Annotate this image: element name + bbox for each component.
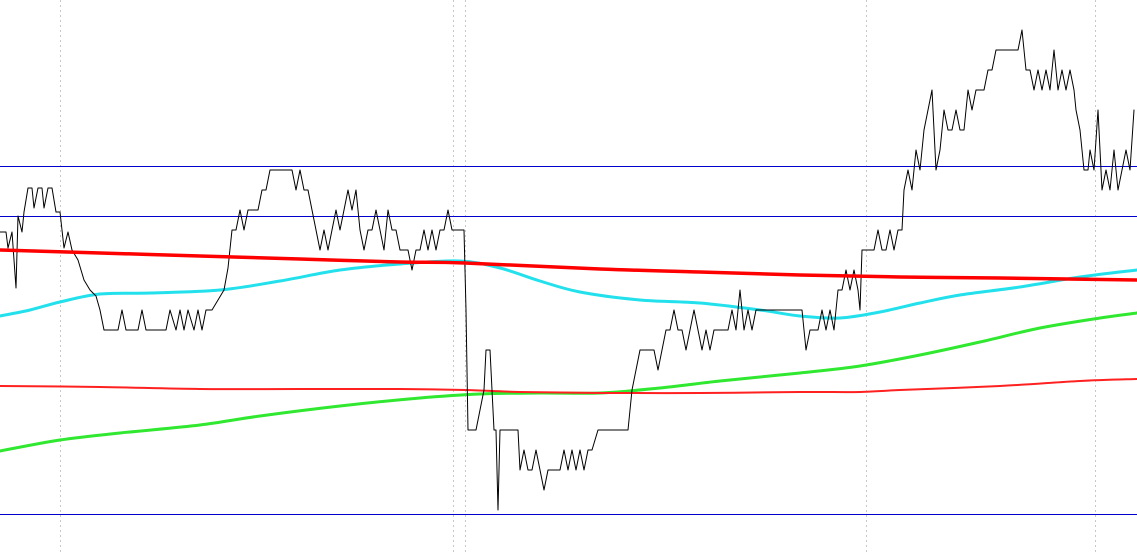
series-line-1 [0,248,1137,282]
series-line-2 [0,259,1137,320]
series-lines [0,29,1137,511]
series-line-0 [0,29,1135,511]
series-line-4 [0,311,1137,453]
horizontal-levels [0,166,1137,515]
series-line-3 [0,378,1137,395]
